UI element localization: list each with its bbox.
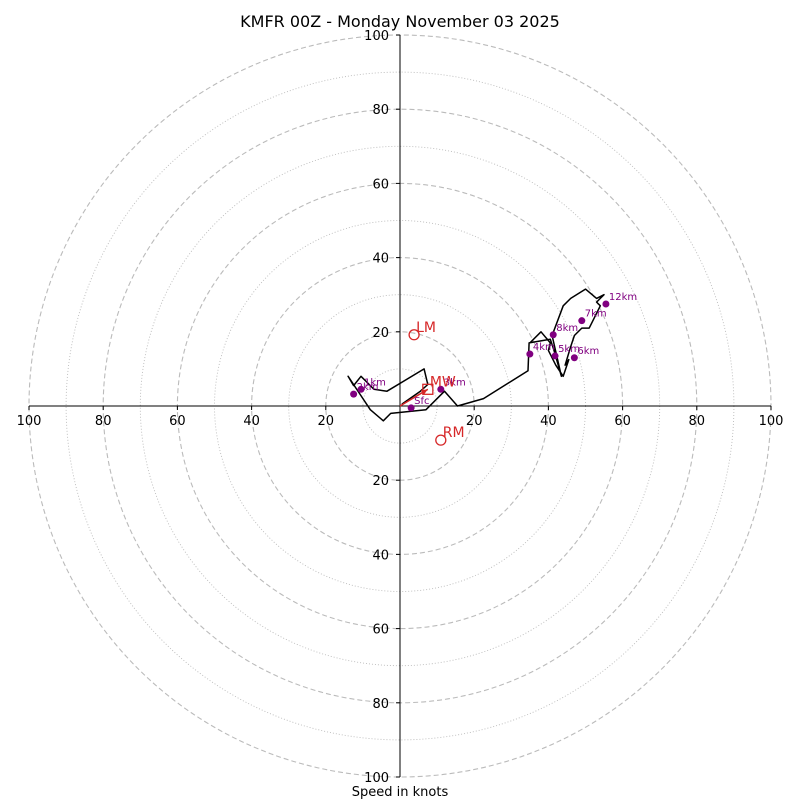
x-tick-label-east: 100 (759, 414, 784, 429)
motion-label-rm: RM (443, 425, 465, 441)
x-tick-label-east: 80 (689, 414, 706, 429)
height-label-2km: 2km (357, 382, 379, 393)
motion-marker-mw (422, 383, 434, 395)
x-axis-label: Speed in knots (352, 785, 449, 800)
x-tick-label-west: 60 (169, 414, 186, 429)
height-label-6km: 6km (577, 346, 599, 357)
y-tick-label-south: 20 (372, 474, 389, 489)
x-tick-label-west: 80 (95, 414, 112, 429)
y-tick-label-north: 100 (364, 29, 389, 44)
chart-title: KMFR 00Z - Monday November 03 2025 (240, 12, 560, 31)
height-label-12km: 12km (609, 292, 637, 303)
height-label-8km: 8km (556, 323, 578, 334)
height-point-2km (350, 390, 358, 398)
y-tick-label-south: 100 (364, 771, 389, 786)
motion-label-mw: MW (430, 374, 456, 390)
height-label-sfc: Sfc (414, 396, 429, 407)
storm-motion-vectors: LM MW RM (399, 320, 465, 446)
height-label-3km: 3km (444, 377, 466, 388)
height-label-7km: 7km (585, 309, 607, 320)
height-point-12km (602, 300, 610, 308)
height-point-7km (578, 317, 586, 325)
x-tick-label-west: 100 (17, 414, 42, 429)
y-tick-label-north: 40 (372, 252, 389, 267)
hodograph-trace (347, 288, 605, 422)
x-tick-label-east: 40 (540, 414, 557, 429)
height-point-6km (570, 354, 578, 362)
height-point-3km (437, 385, 445, 393)
height-point-1km (357, 385, 365, 393)
x-tick-label-east: 20 (466, 414, 483, 429)
tick-labels: 20 20 20 20 40 40 40 40 60 60 60 60 80 80 80 80 100 100 10… (17, 29, 784, 786)
height-point-4km (526, 350, 534, 358)
y-tick-label-south: 80 (372, 697, 389, 712)
motion-label-lm: LM (416, 320, 436, 336)
height-label-1km: 1km (364, 377, 386, 388)
height-point-8km (549, 331, 557, 339)
motion-marker-rm (435, 434, 447, 446)
wind-trace (347, 288, 605, 422)
height-point-sfc (407, 404, 415, 412)
y-tick-label-south: 60 (372, 623, 389, 638)
height-label-4km: 4km (533, 342, 555, 353)
x-tick-label-east: 60 (614, 414, 631, 429)
y-tick-label-south: 40 (372, 548, 389, 563)
y-tick-label-north: 20 (372, 326, 389, 341)
y-tick-label-north: 60 (372, 177, 389, 192)
height-point-5km (551, 352, 559, 360)
y-tick-label-north: 80 (372, 103, 389, 118)
motion-marker-lm (408, 329, 420, 341)
height-label-5km: 5km (558, 344, 580, 355)
x-tick-label-west: 20 (318, 414, 335, 429)
x-tick-label-west: 40 (243, 414, 260, 429)
